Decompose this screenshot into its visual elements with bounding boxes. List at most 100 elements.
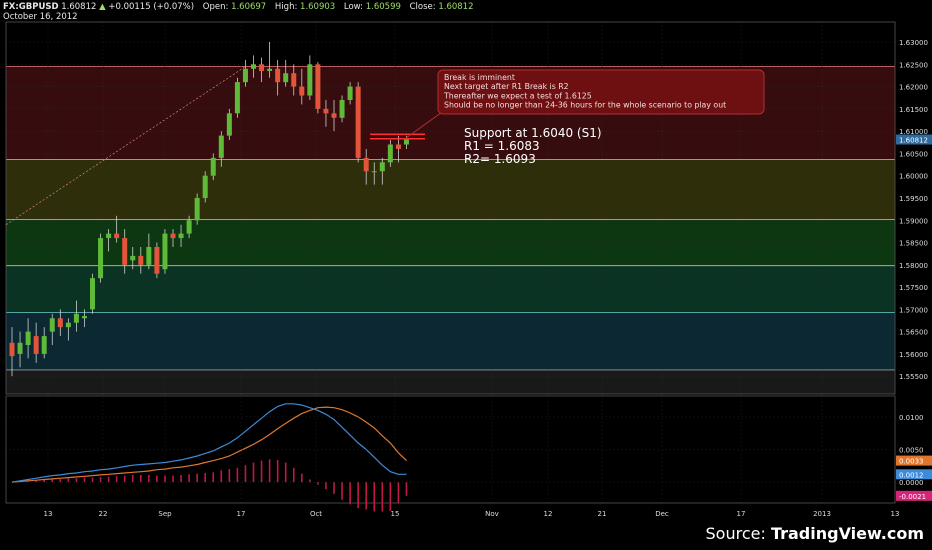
candle-body (49, 318, 55, 332)
macd-value-label: 0.0012 (899, 471, 924, 479)
symbol: FX:GBPUSD (3, 2, 59, 12)
price-tick-label: 1.57500 (899, 284, 928, 292)
source-prefix: Source: (705, 524, 771, 543)
time-tick-label: 17 (737, 510, 746, 518)
candle-body (323, 108, 329, 114)
candle-body (186, 220, 192, 234)
candle-body (395, 144, 401, 149)
price-tick-label: 1.58000 (899, 262, 928, 270)
candle-body (81, 316, 87, 319)
candle-body (202, 175, 208, 198)
candle-body (234, 82, 240, 114)
candle-body (339, 99, 345, 118)
chart-date: October 16, 2012 (3, 12, 78, 22)
macd-tick-label: 0.0000 (899, 479, 924, 487)
time-tick-label: Nov (485, 510, 499, 518)
macd-tick-label: 0.0050 (899, 447, 924, 455)
last-price-box (896, 134, 932, 145)
price-panel-border (5, 21, 896, 395)
candle-body (315, 64, 321, 109)
candle-body (299, 86, 305, 96)
high-value: 1.60903 (300, 2, 336, 12)
fib-zone (6, 159, 895, 220)
price-tick-label: 1.60500 (899, 150, 928, 158)
fib-zone (6, 369, 895, 394)
candle-body (226, 113, 232, 136)
time-tick-label: 2013 (813, 510, 831, 518)
candle-body (154, 246, 160, 274)
fib-zone (6, 265, 895, 313)
candle-body (41, 336, 47, 354)
candle-body (130, 255, 136, 261)
time-tick-label: Dec (655, 510, 669, 518)
macd-value-box (896, 490, 932, 501)
price-tick-label: 1.56000 (899, 351, 928, 359)
candle-body (379, 162, 385, 172)
time-tick-label: 12 (544, 510, 553, 518)
candle-body (57, 318, 63, 328)
macd-value-label: 0.0033 (899, 458, 924, 466)
last-price: 1.60812 (61, 2, 97, 12)
candle-body (90, 278, 95, 310)
candle-body (146, 246, 152, 265)
macd-value-box (896, 455, 932, 466)
candle-body (33, 336, 39, 354)
candle-body (122, 238, 128, 265)
time-tick-label: 15 (391, 510, 400, 518)
high-label: High: (274, 2, 298, 12)
price-tick-label: 1.55500 (899, 373, 928, 381)
open-value: 1.60697 (231, 2, 267, 12)
candle-body (403, 139, 409, 145)
candle-body (267, 68, 273, 72)
candle-body (73, 313, 79, 323)
candle-body (17, 342, 23, 354)
price-tick-label: 1.62000 (899, 84, 928, 92)
callout-pointer (404, 109, 446, 140)
price-tick-label: 1.61000 (899, 128, 928, 136)
candle-body (371, 171, 377, 173)
candle-body (114, 233, 120, 239)
close-value: 1.60812 (438, 2, 474, 12)
close-label: Close: (409, 2, 436, 12)
candle-body (170, 233, 176, 239)
macd-value-label: -0.0021 (899, 493, 926, 501)
candle-body (98, 238, 104, 279)
source-credit: Source: TradingView.com (706, 524, 924, 543)
low-value: 1.60599 (365, 2, 401, 12)
candle-body (283, 73, 289, 83)
candle-body (162, 233, 168, 270)
candle-body (251, 64, 256, 69)
candle-body (25, 331, 31, 345)
annotation-box (437, 69, 765, 115)
level-text: Support at 1.6040 (S1) (464, 126, 602, 140)
candle-body (178, 233, 184, 239)
annotation-line: Should be no longer than 24-36 hours for… (444, 101, 726, 110)
macd-tick-label: 0.0100 (899, 414, 924, 422)
price-tick-label: 1.56500 (899, 329, 928, 337)
change-up-icon: ▲ (99, 2, 106, 12)
price-tick-label: 1.63000 (899, 39, 928, 47)
level-text: R2= 1.6093 (464, 152, 536, 166)
candle-body (242, 68, 248, 83)
price-tick-label: 1.59500 (899, 195, 928, 203)
candle-body (291, 73, 297, 87)
candle-body (259, 64, 265, 72)
time-tick-label: 13 (891, 510, 900, 518)
candle-body (210, 157, 216, 176)
time-tick-label: Sep (158, 510, 172, 518)
candle-body (331, 113, 337, 118)
price-tick-label: 1.61500 (899, 106, 928, 114)
price-tick-label: 1.59000 (899, 217, 928, 225)
price-tick-label: 1.60000 (899, 173, 928, 181)
annotation-line: Break is imminent (444, 73, 515, 82)
time-tick-label: 17 (237, 510, 246, 518)
macd-line (11, 403, 407, 483)
candle-body (275, 68, 281, 83)
price-tick-label: 1.62500 (899, 61, 928, 69)
candle-body (9, 342, 15, 357)
candle-body (307, 64, 313, 96)
candle-body (218, 135, 224, 158)
candle-body (65, 322, 71, 328)
candle-body (363, 157, 369, 172)
